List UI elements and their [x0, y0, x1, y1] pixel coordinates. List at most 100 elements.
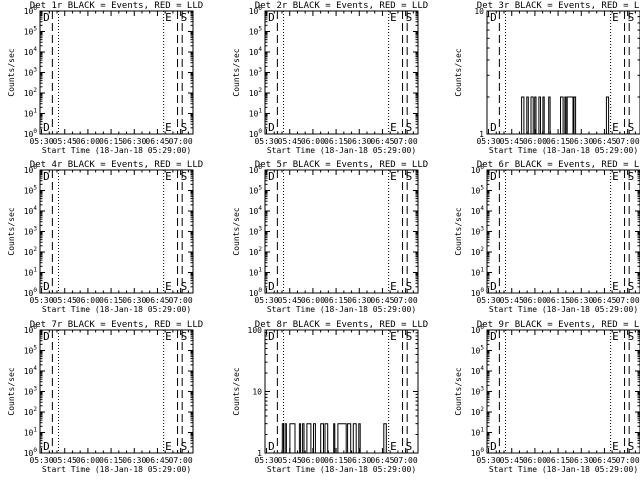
marker-glyph-bottom: E	[390, 440, 397, 453]
y-tick-label: 102	[24, 246, 38, 257]
detector-panel-4: Det 4r BLACK = Events, RED = LLD 100 101 10…	[7, 160, 203, 314]
y-axis-label: Counts/sec	[454, 207, 463, 255]
detector-panel-1: Det 1r BLACK = Events, RED = LLD 100 101 10…	[7, 1, 203, 155]
marker-glyph-bottom: E	[165, 280, 172, 293]
marker-glyph-top: S	[406, 330, 413, 343]
x-axis-label: Start Time (18-Jan-18 05:29:00)	[267, 465, 416, 474]
plot-frame	[486, 169, 640, 294]
x-tick-label: 05:45	[500, 296, 524, 305]
x-axis-label: Start Time (18-Jan-18 05:29:00)	[42, 465, 191, 474]
marker-glyph-bottom: D	[268, 121, 275, 134]
marker-glyph-bottom: S	[406, 440, 413, 453]
x-tick-label: 06:45	[145, 137, 169, 146]
x-axis-label: Start Time (18-Jan-18 05:29:00)	[42, 305, 191, 314]
panel-title: Det 9r BLACK = Events, RED = LLD	[477, 320, 640, 330]
y-tick-label: 101	[249, 108, 263, 119]
marker-glyph-bottom: D	[490, 121, 497, 134]
y-tick-label: 102	[24, 87, 38, 98]
plot-frame	[39, 10, 194, 135]
x-axis-label: Start Time (18-Jan-18 05:29:00)	[267, 305, 416, 314]
y-tick-label: 1	[479, 130, 484, 139]
x-tick-label: 06:15	[546, 137, 570, 146]
y-tick-label: 100	[24, 447, 38, 458]
marker-glyph-bottom: D	[43, 121, 50, 134]
y-tick-label: 105	[471, 185, 485, 196]
marker-glyph-top: D	[43, 330, 50, 343]
marker-glyph-bottom: S	[181, 121, 188, 134]
x-tick-label: 06:45	[145, 296, 169, 305]
x-tick-label: 07:00	[394, 137, 418, 146]
x-tick-label: 06:15	[324, 137, 348, 146]
marker-glyph-top: E	[390, 170, 397, 183]
x-tick-label: 06:30	[122, 456, 146, 465]
panel-title: Det 2r BLACK = Events, RED = LLD	[255, 1, 428, 11]
x-tick-label: 06:30	[347, 296, 371, 305]
y-tick-label: 106	[24, 5, 38, 16]
event-rate-series	[281, 423, 367, 454]
x-tick-label: 06:30	[569, 137, 593, 146]
marker-glyph-bottom: E	[612, 121, 619, 134]
y-tick-label: 100	[471, 447, 485, 458]
x-tick-label: 06:15	[99, 456, 123, 465]
x-tick-label: 06:30	[347, 456, 371, 465]
y-axis-label: Counts/sec	[454, 367, 463, 415]
marker-glyph-top: S	[628, 11, 635, 24]
marker-glyph-top: S	[181, 330, 188, 343]
marker-glyph-top: S	[628, 170, 635, 183]
y-tick-label: 102	[249, 87, 263, 98]
marker-glyph-bottom: E	[390, 280, 397, 293]
marker-glyph-top: D	[490, 11, 497, 24]
marker-glyph-bottom: S	[628, 440, 635, 453]
marker-glyph-bottom: E	[612, 280, 619, 293]
marker-glyph-bottom: D	[43, 440, 50, 453]
y-tick-label: 104	[24, 205, 38, 216]
x-tick-label: 07:00	[616, 137, 640, 146]
y-axis-label: Counts/sec	[454, 48, 463, 96]
x-tick-label: 06:00	[301, 456, 325, 465]
marker-glyph-top: E	[612, 170, 619, 183]
marker-glyph-top: E	[165, 330, 172, 343]
x-tick-label: 07:00	[169, 137, 193, 146]
y-tick-label: 104	[249, 46, 263, 57]
x-tick-label: 06:15	[546, 296, 570, 305]
y-tick-label: 105	[249, 185, 263, 196]
x-tick-label: 06:00	[523, 296, 547, 305]
plot-frame	[264, 10, 419, 135]
marker-glyph-top: D	[490, 330, 497, 343]
y-tick-label: 105	[471, 345, 485, 356]
x-tick-label: 07:00	[616, 296, 640, 305]
x-tick-label: 05:30	[476, 296, 500, 305]
marker-glyph-bottom: E	[390, 121, 397, 134]
x-tick-label: 07:00	[394, 296, 418, 305]
x-tick-label: 06:00	[301, 137, 325, 146]
x-tick-label: 06:15	[324, 456, 348, 465]
x-tick-label: 05:30	[29, 456, 53, 465]
y-tick-label: 105	[24, 345, 38, 356]
y-tick-label: 103	[471, 386, 485, 397]
detector-panel-2: Det 2r BLACK = Events, RED = LLD 100 101 10…	[232, 1, 428, 155]
plot-frame	[486, 329, 640, 454]
x-tick-label: 06:15	[99, 137, 123, 146]
y-tick-label: 100	[249, 287, 263, 298]
y-tick-label: 10	[252, 388, 262, 397]
x-axis-label: Start Time (18-Jan-18 05:29:00)	[489, 146, 638, 155]
marker-glyph-bottom: D	[490, 440, 497, 453]
marker-glyph-bottom: E	[165, 440, 172, 453]
plot-frame	[39, 169, 194, 294]
plot-frame	[39, 329, 194, 454]
y-tick-label: 105	[24, 185, 38, 196]
y-tick-label: 106	[249, 164, 263, 175]
marker-glyph-bottom: S	[628, 121, 635, 134]
y-tick-label: 104	[24, 46, 38, 57]
x-tick-label: 06:45	[592, 456, 616, 465]
y-axis-label: Counts/sec	[7, 48, 16, 96]
y-tick-label: 10	[474, 7, 484, 16]
x-axis-label: Start Time (18-Jan-18 05:29:00)	[42, 146, 191, 155]
y-tick-label: 100	[24, 128, 38, 139]
marker-glyph-bottom: D	[43, 280, 50, 293]
marker-glyph-top: D	[490, 170, 497, 183]
x-tick-label: 06:45	[370, 137, 394, 146]
y-tick-label: 106	[471, 324, 485, 335]
x-tick-label: 07:00	[616, 456, 640, 465]
x-tick-label: 07:00	[169, 296, 193, 305]
